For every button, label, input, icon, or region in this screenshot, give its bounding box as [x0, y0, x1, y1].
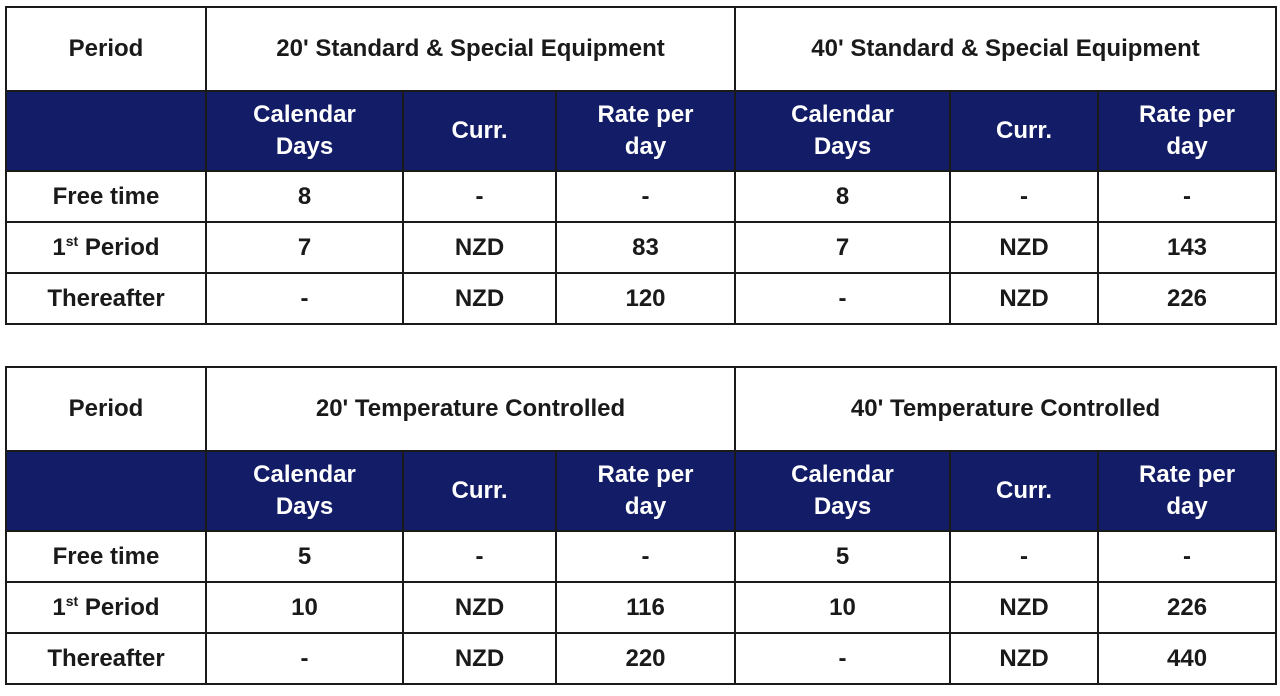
empty-header-cell: [5, 90, 207, 172]
currency-cell-20ft: -: [402, 530, 557, 583]
rate-header-40ft: Rate per day: [1097, 450, 1278, 532]
row-label: Thereafter: [5, 272, 207, 325]
table-row: 1st Period 7 NZD 83 7 NZD 143: [5, 221, 1277, 274]
row-label: Free time: [5, 530, 207, 583]
group-header-40ft: 40' Temperature Controlled: [734, 366, 1278, 452]
currency-cell-40ft: NZD: [949, 632, 1100, 685]
days-cell-40ft: 7: [734, 221, 951, 274]
period-header: Period: [5, 366, 207, 452]
table-row: Thereafter - NZD 220 - NZD 440: [5, 632, 1278, 685]
rate-header-40ft: Rate per day: [1097, 90, 1277, 172]
currency-cell-20ft: NZD: [402, 272, 557, 325]
rate-cell-20ft: 83: [555, 221, 736, 274]
currency-cell-20ft: -: [402, 170, 557, 223]
row-label: Free time: [5, 170, 207, 223]
group-header-row: Period 20' Standard & Special Equipment …: [5, 6, 1277, 92]
days-cell-20ft: 8: [205, 170, 404, 223]
currency-cell-20ft: NZD: [402, 632, 557, 685]
column-header-row: Calendar Days Curr. Rate per day Calendar D…: [5, 90, 1277, 172]
days-cell-40ft: 10: [734, 581, 952, 634]
currency-cell-40ft: NZD: [949, 272, 1099, 325]
standard-equipment-rate-table: Period 20' Standard & Special Equipment …: [5, 6, 1277, 325]
currency-cell-40ft: NZD: [949, 221, 1099, 274]
rate-cell-20ft: 220: [554, 632, 737, 685]
days-cell-40ft: 5: [734, 530, 952, 583]
calendar-days-header-40ft: Calendar Days: [734, 90, 951, 172]
group-header-row: Period 20' Temperature Controlled 40' Te…: [5, 366, 1278, 452]
rate-cell-20ft: -: [555, 170, 736, 223]
days-cell-40ft: -: [734, 272, 951, 325]
currency-header-40ft: Curr.: [949, 450, 1100, 532]
rate-cell-20ft: -: [554, 530, 737, 583]
rate-cell-40ft: 226: [1097, 581, 1278, 634]
rate-cell-20ft: 116: [554, 581, 737, 634]
rate-cell-40ft: -: [1097, 170, 1277, 223]
rate-header-20ft: Rate per day: [554, 450, 737, 532]
calendar-days-header-20ft: Calendar Days: [205, 90, 404, 172]
currency-header-40ft: Curr.: [949, 90, 1099, 172]
group-header-40ft: 40' Standard & Special Equipment: [734, 6, 1277, 92]
calendar-days-header-40ft: Calendar Days: [734, 450, 952, 532]
days-cell-20ft: 7: [205, 221, 404, 274]
rate-cell-20ft: 120: [555, 272, 736, 325]
table-row: Free time 5 - - 5 - -: [5, 530, 1278, 583]
rate-cell-40ft: 226: [1097, 272, 1277, 325]
table-row: Free time 8 - - 8 - -: [5, 170, 1277, 223]
days-cell-20ft: -: [205, 632, 404, 685]
rate-cell-40ft: -: [1097, 530, 1278, 583]
rate-header-20ft: Rate per day: [555, 90, 736, 172]
days-cell-20ft: 10: [205, 581, 404, 634]
days-cell-40ft: 8: [734, 170, 951, 223]
currency-cell-40ft: NZD: [949, 581, 1100, 634]
currency-cell-40ft: -: [949, 530, 1100, 583]
table-row: 1st Period 10 NZD 116 10 NZD 226: [5, 581, 1278, 634]
table-row: Thereafter - NZD 120 - NZD 226: [5, 272, 1277, 325]
currency-header-20ft: Curr.: [402, 90, 557, 172]
empty-header-cell: [5, 450, 207, 532]
calendar-days-header-20ft: Calendar Days: [205, 450, 404, 532]
period-header: Period: [5, 6, 207, 92]
group-header-20ft: 20' Temperature Controlled: [204, 366, 737, 452]
currency-cell-20ft: NZD: [402, 581, 557, 634]
column-header-row: Calendar Days Curr. Rate per day Calendar D…: [5, 450, 1278, 532]
currency-cell-40ft: -: [949, 170, 1099, 223]
row-label: Thereafter: [5, 632, 207, 685]
rate-cell-40ft: 143: [1097, 221, 1277, 274]
rate-cell-40ft: 440: [1097, 632, 1278, 685]
currency-cell-20ft: NZD: [402, 221, 557, 274]
currency-header-20ft: Curr.: [402, 450, 557, 532]
row-label: 1st Period: [5, 221, 207, 274]
group-header-20ft: 20' Standard & Special Equipment: [205, 6, 736, 92]
days-cell-40ft: -: [734, 632, 952, 685]
days-cell-20ft: -: [205, 272, 404, 325]
days-cell-20ft: 5: [205, 530, 404, 583]
temperature-controlled-rate-table: Period 20' Temperature Controlled 40' Te…: [5, 366, 1278, 685]
row-label: 1st Period: [5, 581, 207, 634]
